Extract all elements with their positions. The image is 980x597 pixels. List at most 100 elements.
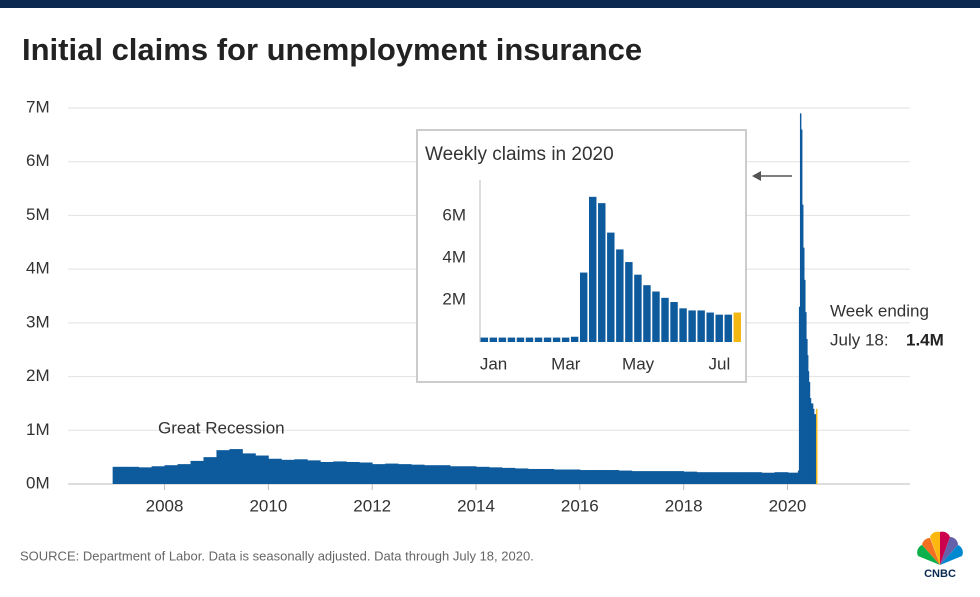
bar: [697, 310, 705, 342]
pointer-arrow-head: [752, 171, 761, 181]
bar: [411, 464, 425, 484]
bar: [501, 467, 516, 484]
bar: [498, 337, 507, 342]
source-note: SOURCE: Department of Labor. Data is sea…: [20, 548, 534, 563]
bar: [229, 449, 243, 484]
logo-text: CNBC: [924, 568, 956, 580]
bar: [795, 472, 798, 484]
bar: [281, 459, 295, 484]
bar: [450, 466, 464, 484]
y-tick-label: 4M: [442, 247, 466, 266]
bar: [724, 314, 732, 342]
bar: [480, 337, 489, 342]
bar: [540, 468, 555, 484]
bar: [552, 337, 561, 342]
y-tick-label: 7M: [26, 97, 50, 116]
bar: [625, 262, 633, 342]
bar: [811, 403, 814, 484]
bar: [534, 337, 543, 342]
bar: [489, 467, 503, 484]
bar: [670, 471, 685, 484]
x-tick-label: 2016: [561, 496, 599, 515]
bar: [670, 302, 678, 342]
x-tick-label: 2014: [457, 496, 495, 515]
bar: [607, 232, 615, 342]
bar: [268, 458, 282, 484]
bar: [553, 469, 568, 484]
inset-title: Weekly claims in 2020: [425, 144, 614, 165]
bar: [790, 472, 792, 484]
annotation: Great Recession: [158, 418, 285, 437]
bar: [813, 414, 816, 484]
bar: [815, 414, 817, 484]
bar: [543, 337, 552, 342]
bar: [788, 472, 790, 484]
chart-title: Initial claims for unemployment insuranc…: [22, 32, 642, 67]
bar: [748, 472, 762, 484]
bar: [385, 463, 399, 484]
inset-box: [416, 129, 747, 383]
y-tick-label: 2M: [26, 366, 50, 385]
bar: [516, 337, 525, 342]
bar: [566, 469, 581, 484]
y-tick-label: 4M: [26, 259, 50, 278]
bar: [761, 472, 775, 484]
bar: [592, 470, 607, 484]
bar: [618, 470, 633, 484]
bar: [514, 468, 529, 484]
bar: [715, 314, 723, 342]
bar: [652, 291, 660, 342]
bar: [733, 312, 741, 342]
bar: [598, 203, 606, 342]
bar: [805, 312, 807, 484]
bar: [816, 408, 818, 484]
bar: [794, 472, 796, 484]
y-tick-label: 6M: [26, 151, 50, 170]
bar: [579, 470, 594, 484]
bar: [804, 279, 806, 484]
bar: [792, 472, 794, 484]
bar: [605, 470, 620, 484]
bar: [631, 471, 646, 484]
bar: [806, 338, 808, 484]
x-tick-label: Mar: [551, 354, 581, 373]
bar: [320, 461, 334, 484]
x-tick-label: Jan: [480, 354, 507, 373]
x-tick-label: 2010: [249, 496, 287, 515]
bar: [125, 466, 139, 484]
bar: [802, 204, 804, 484]
bar: [808, 381, 811, 484]
bar: [798, 306, 801, 484]
bar: [722, 472, 736, 484]
bar: [525, 337, 534, 342]
top-band: [0, 0, 980, 8]
bar: [138, 467, 152, 484]
bar: [476, 466, 490, 484]
bar: [177, 464, 191, 484]
bar: [164, 465, 178, 484]
y-tick-label: 2M: [442, 289, 466, 308]
bar: [803, 247, 805, 484]
bar: [643, 285, 651, 342]
bar: [800, 129, 803, 484]
bar: [242, 453, 256, 484]
bar: [706, 312, 714, 342]
bar: [799, 113, 802, 484]
bar: [791, 472, 793, 484]
bar: [112, 466, 127, 484]
bar: [616, 249, 624, 342]
bar: [657, 471, 672, 484]
bar: [634, 274, 642, 342]
bar: [527, 468, 542, 484]
annotation: July 18:: [830, 330, 889, 349]
inset-plot: Weekly claims in 2020 2M 4M 6M Jan Mar May Jul: [425, 144, 741, 373]
bar: [372, 464, 386, 484]
x-tick-label: 2008: [146, 496, 184, 515]
y-tick-label: 0M: [26, 473, 50, 492]
x-tick-label: May: [622, 354, 655, 373]
bar: [579, 272, 588, 342]
bar: [683, 471, 698, 484]
bar: [489, 337, 498, 342]
bar: [696, 472, 711, 484]
